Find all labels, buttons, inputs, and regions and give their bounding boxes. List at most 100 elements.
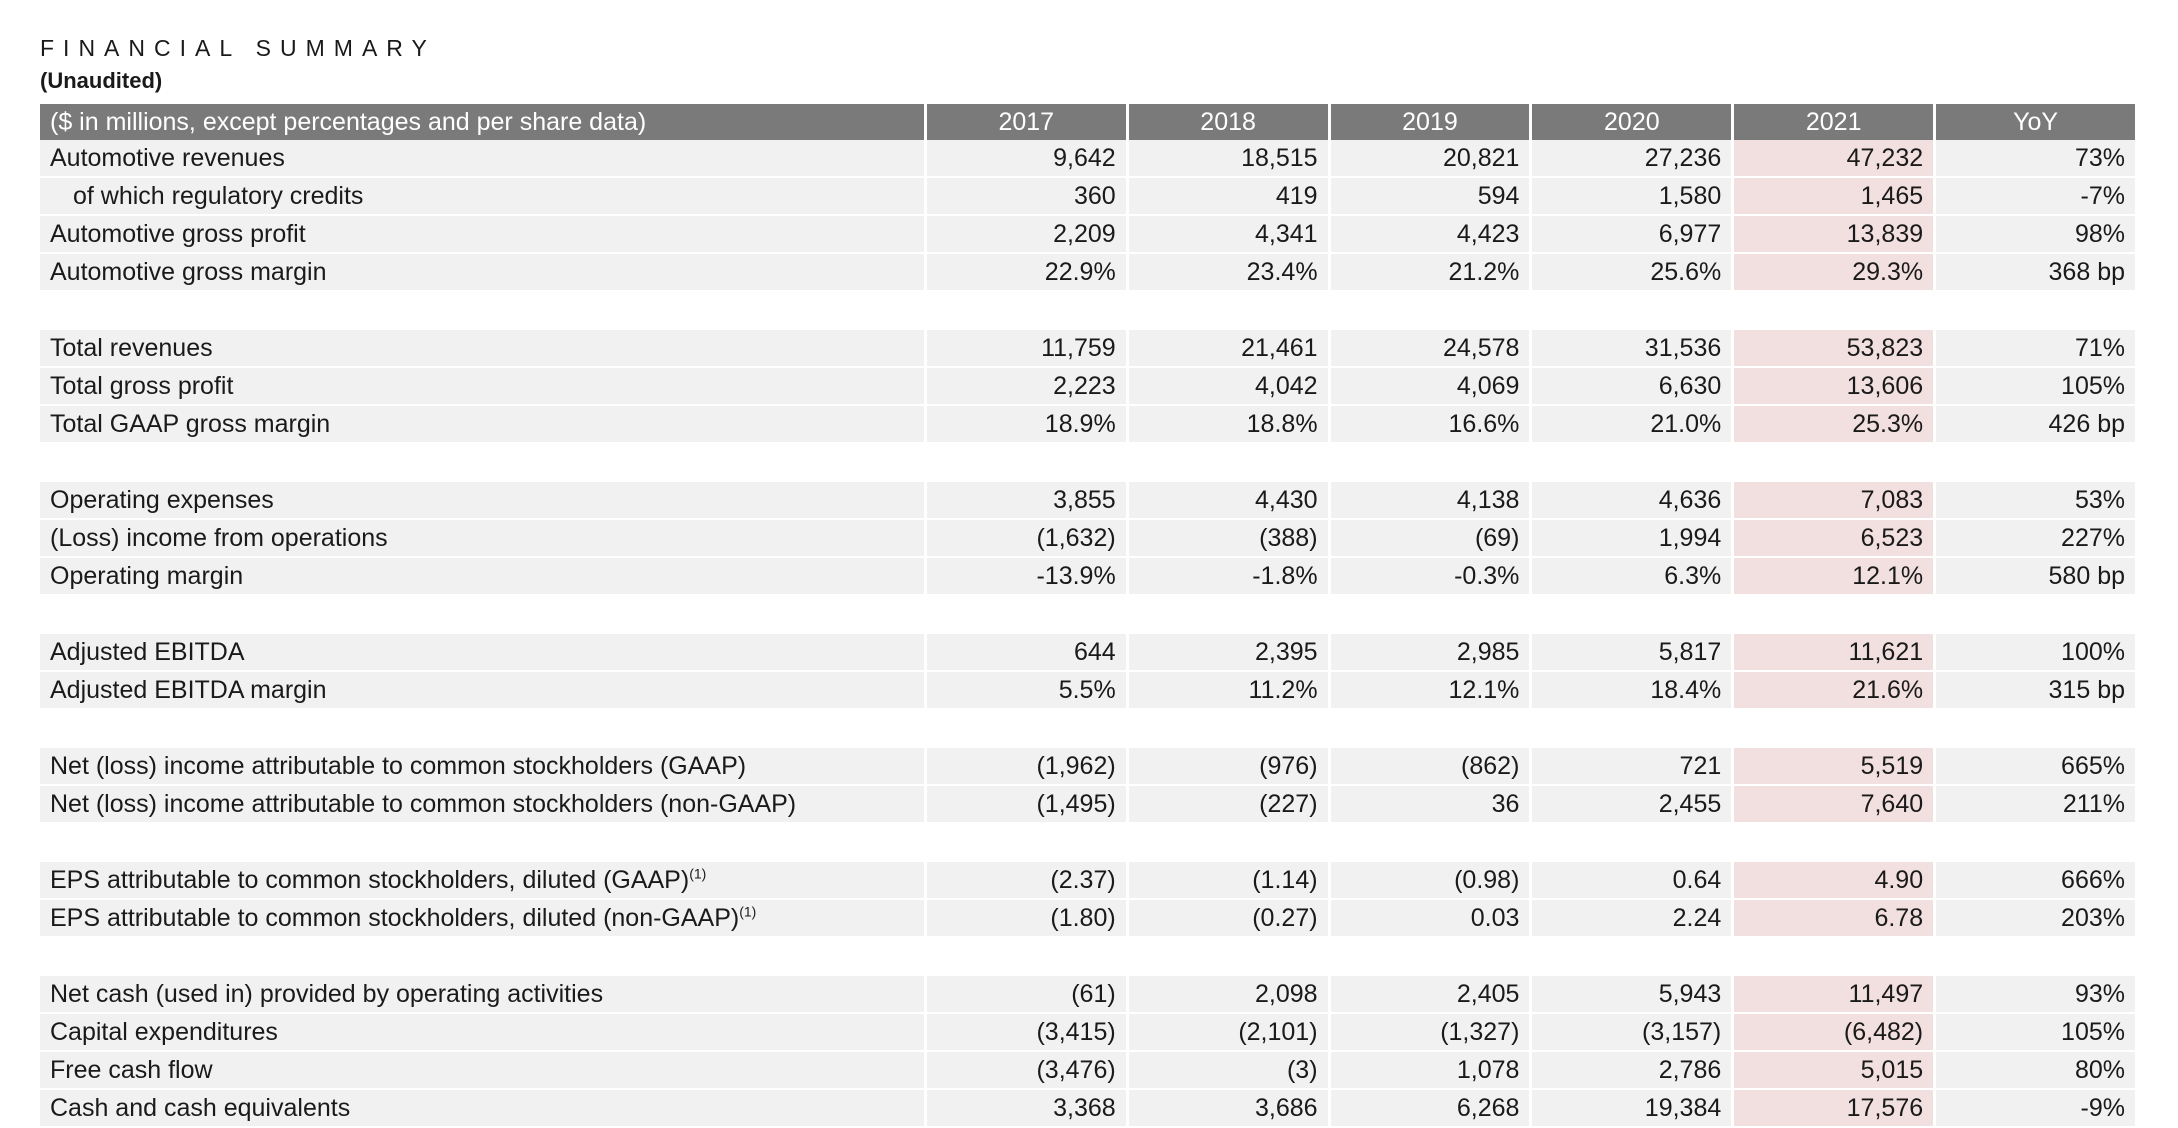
- table-row: Adjusted EBITDA 644 2,395 2,985 5,817 11,621 1…: [40, 634, 2135, 672]
- row-label: EPS attributable to common stockholders,…: [40, 862, 924, 900]
- row-label-text: Net cash (used in) provided by operating…: [50, 979, 604, 1008]
- value-cell-2018: 18.8%: [1128, 406, 1328, 444]
- row-label-text: Operating expenses: [50, 485, 274, 514]
- value-cell-2021: 5,519: [1734, 748, 1934, 786]
- row-label-text: Automotive gross margin: [50, 257, 327, 286]
- value-cell-2021: 11,497: [1734, 976, 1934, 1014]
- value-cell-2021: 6,523: [1734, 520, 1934, 558]
- value-cell-yoy: 71%: [1936, 330, 2135, 368]
- value-cell-2020: 4,636: [1532, 482, 1732, 520]
- row-label: Capital expenditures: [40, 1014, 924, 1052]
- value-cell-2021: 13,606: [1734, 368, 1934, 406]
- row-label: Total GAAP gross margin: [40, 406, 924, 444]
- group-spacer: [40, 938, 2135, 976]
- value-cell-2021: 6.78: [1734, 900, 1934, 938]
- value-cell-2021: 7,640: [1734, 786, 1934, 824]
- value-cell-2018: 4,341: [1128, 216, 1328, 254]
- value-cell-2017: (1,495): [926, 786, 1126, 824]
- table-header: ($ in millions, except percentages and p…: [40, 104, 2135, 140]
- row-label-text: of which regulatory credits: [73, 181, 364, 210]
- table-row: Net (loss) income attributable to common…: [40, 748, 2135, 786]
- value-cell-2017: 9,642: [926, 140, 1126, 178]
- table-row: Net cash (used in) provided by operating…: [40, 976, 2135, 1014]
- value-cell-2020: 6,977: [1532, 216, 1732, 254]
- table-row: Automotive gross profit 2,209 4,341 4,423 6,…: [40, 216, 2135, 254]
- value-cell-2020: 1,580: [1532, 178, 1732, 216]
- value-cell-2021: 17,576: [1734, 1090, 1934, 1128]
- value-cell-2018: (227): [1128, 786, 1328, 824]
- value-cell-2019: 2,985: [1330, 634, 1530, 672]
- value-cell-yoy: 53%: [1936, 482, 2135, 520]
- spacer-cell: [40, 444, 2135, 482]
- row-label: Net cash (used in) provided by operating…: [40, 976, 924, 1014]
- table-row: EPS attributable to common stockholders,…: [40, 900, 2135, 938]
- value-cell-2018: 2,098: [1128, 976, 1328, 1014]
- value-cell-2017: 18.9%: [926, 406, 1126, 444]
- row-label-text: Adjusted EBITDA margin: [50, 675, 327, 704]
- table-row: Adjusted EBITDA margin 5.5% 11.2% 12.1% 18.4…: [40, 672, 2135, 710]
- value-cell-2017: 22.9%: [926, 254, 1126, 292]
- table-row: Total revenues 11,759 21,461 24,578 31,536 53…: [40, 330, 2135, 368]
- value-cell-yoy: -9%: [1936, 1090, 2135, 1128]
- value-cell-2017: (1,632): [926, 520, 1126, 558]
- group-spacer: [40, 596, 2135, 634]
- row-label: Operating expenses: [40, 482, 924, 520]
- value-cell-2021: 11,621: [1734, 634, 1934, 672]
- value-cell-2018: (2,101): [1128, 1014, 1328, 1052]
- value-cell-2020: 6.3%: [1532, 558, 1732, 596]
- value-cell-yoy: 105%: [1936, 368, 2135, 406]
- row-label: EPS attributable to common stockholders,…: [40, 900, 924, 938]
- value-cell-2021: 13,839: [1734, 216, 1934, 254]
- row-label-text: Total gross profit: [50, 371, 234, 400]
- value-cell-2020: 2,455: [1532, 786, 1732, 824]
- row-label: Automotive gross profit: [40, 216, 924, 254]
- value-cell-2018: (1.14): [1128, 862, 1328, 900]
- value-cell-yoy: -7%: [1936, 178, 2135, 216]
- row-label: Total gross profit: [40, 368, 924, 406]
- value-cell-yoy: 580 bp: [1936, 558, 2135, 596]
- value-cell-yoy: 666%: [1936, 862, 2135, 900]
- value-cell-2018: 2,395: [1128, 634, 1328, 672]
- value-cell-yoy: 227%: [1936, 520, 2135, 558]
- value-cell-2019: (862): [1330, 748, 1530, 786]
- value-cell-2020: (3,157): [1532, 1014, 1732, 1052]
- value-cell-2019: 4,423: [1330, 216, 1530, 254]
- value-cell-2020: 2.24: [1532, 900, 1732, 938]
- group-spacer: [40, 444, 2135, 482]
- footnote-marker: (1): [739, 903, 757, 920]
- value-cell-2018: 4,430: [1128, 482, 1328, 520]
- value-cell-2019: 4,138: [1330, 482, 1530, 520]
- value-cell-2017: 644: [926, 634, 1126, 672]
- value-cell-2017: (61): [926, 976, 1126, 1014]
- value-cell-2021: 53,823: [1734, 330, 1934, 368]
- value-cell-2019: 24,578: [1330, 330, 1530, 368]
- value-cell-2021: 29.3%: [1734, 254, 1934, 292]
- value-cell-2020: 19,384: [1532, 1090, 1732, 1128]
- table-row: Automotive gross margin 22.9% 23.4% 21.2% 25…: [40, 254, 2135, 292]
- value-cell-2020: 18.4%: [1532, 672, 1732, 710]
- row-label: Adjusted EBITDA margin: [40, 672, 924, 710]
- value-cell-2017: 3,855: [926, 482, 1126, 520]
- value-cell-2020: 31,536: [1532, 330, 1732, 368]
- row-label-text: Free cash flow: [50, 1055, 213, 1084]
- value-cell-2021: 25.3%: [1734, 406, 1934, 444]
- value-cell-2018: (0.27): [1128, 900, 1328, 938]
- value-cell-2020: 5,817: [1532, 634, 1732, 672]
- value-cell-2020: 6,630: [1532, 368, 1732, 406]
- column-header-2020: 2020: [1532, 104, 1732, 140]
- value-cell-2021: 5,015: [1734, 1052, 1934, 1090]
- value-cell-2018: 21,461: [1128, 330, 1328, 368]
- row-label-text: Total GAAP gross margin: [50, 409, 331, 438]
- table-header-row: ($ in millions, except percentages and p…: [40, 104, 2135, 140]
- value-cell-2019: 12.1%: [1330, 672, 1530, 710]
- value-cell-2020: 21.0%: [1532, 406, 1732, 444]
- column-header-yoy: YoY: [1936, 104, 2135, 140]
- row-label-text: Capital expenditures: [50, 1017, 278, 1046]
- value-cell-2019: 16.6%: [1330, 406, 1530, 444]
- row-label: of which regulatory credits: [40, 178, 924, 216]
- value-cell-2019: (0.98): [1330, 862, 1530, 900]
- group-spacer: [40, 710, 2135, 748]
- value-cell-2017: 2,209: [926, 216, 1126, 254]
- value-cell-2019: -0.3%: [1330, 558, 1530, 596]
- value-cell-yoy: 211%: [1936, 786, 2135, 824]
